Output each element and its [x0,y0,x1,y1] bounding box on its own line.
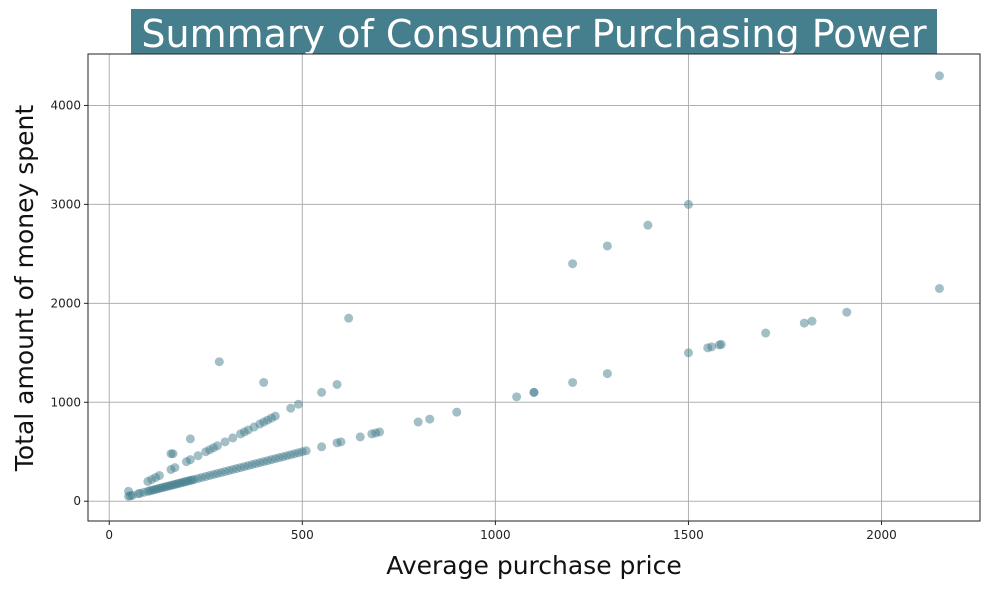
data-point [602,369,612,379]
data-point [168,449,178,459]
x-ticks: 0 500 1000 1500 2000 [105,521,897,542]
x-tick-label: 0 [105,528,113,542]
grid-lines [88,54,980,521]
data-point [220,437,230,447]
data-point [185,434,195,444]
y-tick-label: 0 [73,494,81,508]
data-point [529,387,539,397]
data-point [293,399,303,409]
data-point [317,442,327,452]
x-tick-label: 1500 [673,528,704,542]
data-point [683,199,693,209]
data-points [124,71,944,501]
data-point [375,427,385,437]
data-point [761,328,771,338]
data-point [643,220,653,230]
data-point [332,379,342,389]
data-point [344,313,354,323]
data-point [214,357,224,367]
y-tick-label: 1000 [50,395,81,409]
data-point [317,387,327,397]
x-tick-label: 500 [291,528,314,542]
data-point [934,71,944,81]
data-point [193,451,203,461]
data-point [355,432,365,442]
data-point [568,259,578,269]
chart-title: Summary of Consumer Purchasing Power [141,12,927,56]
x-tick-label: 2000 [866,528,897,542]
data-point [170,463,180,473]
y-tick-label: 4000 [50,98,81,112]
x-tick-label: 1000 [480,528,511,542]
data-point [683,348,693,358]
data-point [452,407,462,417]
data-point [707,342,717,352]
data-point [336,437,346,447]
title-background [131,9,937,54]
data-point [842,307,852,317]
data-point [301,446,311,456]
y-tick-label: 2000 [50,296,81,310]
y-tick-label: 3000 [50,197,81,211]
data-point [934,283,944,293]
data-point [568,377,578,387]
data-point [512,392,522,402]
data-point [807,316,817,326]
data-point [286,403,296,413]
y-ticks: 0 1000 2000 3000 4000 [50,98,88,508]
data-point [799,318,809,328]
data-point [413,417,423,427]
data-point [270,411,280,421]
data-point [185,455,195,465]
data-point [602,241,612,251]
x-axis-label: Average purchase price [386,551,682,580]
data-point [154,470,164,480]
data-point [259,377,269,387]
y-axis-label: Total amount of money spent [10,105,39,473]
data-point [228,433,238,443]
data-point [425,414,435,424]
plot-frame [87,53,981,522]
data-point [212,441,222,451]
data-point [716,339,726,349]
